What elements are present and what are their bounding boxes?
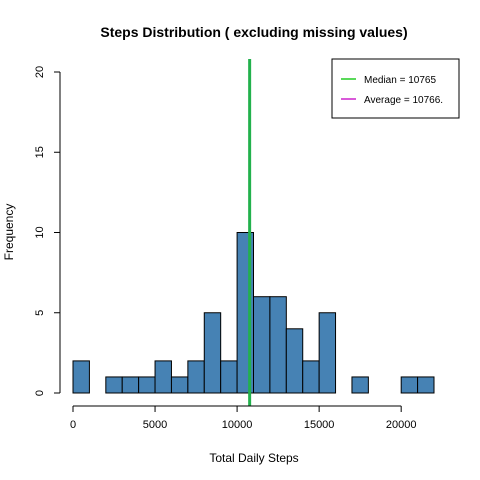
x-axis: 0 5000 10000 15000 20000 <box>70 405 417 431</box>
histogram-bar <box>170 376 189 394</box>
x-tick-label: 5000 <box>143 419 167 431</box>
x-axis-label: Total Daily Steps <box>209 451 298 465</box>
legend-average-label: Average = 10766. <box>364 95 443 106</box>
histogram-bar <box>121 376 140 394</box>
legend-box <box>331 58 460 119</box>
x-tick-label: 15000 <box>304 419 335 431</box>
histogram-bar <box>318 312 337 394</box>
y-axis-label: Frequency <box>2 204 16 261</box>
legend-median-label: Median = 10765 <box>364 75 436 86</box>
histogram-bar <box>72 360 90 394</box>
y-tick-label: 20 <box>34 66 46 78</box>
chart-legend: Median = 10765 Average = 10766. <box>331 58 460 119</box>
histogram-bar <box>417 376 435 394</box>
histogram-bar <box>285 328 304 394</box>
histogram-bar <box>351 376 369 394</box>
histogram-bars <box>72 232 435 394</box>
chart-title: Steps Distribution ( excluding missing v… <box>100 24 407 40</box>
y-tick-label: 15 <box>34 146 46 158</box>
x-tick-label: 0 <box>70 419 76 431</box>
histogram-bar <box>302 360 320 394</box>
histogram-bar <box>269 296 287 394</box>
histogram-bar <box>187 360 205 394</box>
histogram-bar <box>138 376 156 394</box>
x-tick-label: 20000 <box>386 419 417 431</box>
histogram-bar <box>253 296 271 394</box>
y-tick-label: 10 <box>34 226 46 238</box>
histogram-bar <box>400 376 419 394</box>
histogram-bar <box>220 360 238 394</box>
histogram-bar <box>154 360 172 394</box>
y-axis: 0 5 10 15 20 <box>34 66 61 396</box>
y-tick-label: 5 <box>34 310 46 316</box>
x-tick-label: 10000 <box>222 419 253 431</box>
y-tick-label: 0 <box>34 390 46 396</box>
histogram-bar <box>105 376 123 394</box>
histogram-bar <box>203 312 222 394</box>
